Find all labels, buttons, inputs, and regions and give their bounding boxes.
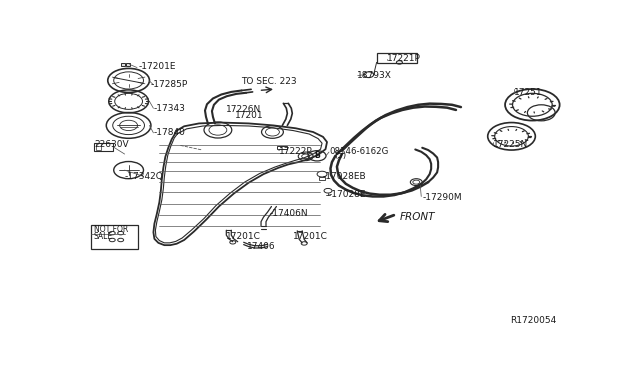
Text: 08146-6162G: 08146-6162G	[329, 147, 388, 156]
Text: 17226N: 17226N	[227, 105, 262, 115]
Text: 17406: 17406	[246, 242, 275, 251]
Text: 17201C: 17201C	[227, 232, 261, 241]
Text: B: B	[314, 151, 320, 160]
Text: TO SEC. 223: TO SEC. 223	[241, 77, 297, 86]
Text: -17290M: -17290M	[422, 193, 462, 202]
Text: FRONT: FRONT	[400, 212, 435, 221]
Text: 17201: 17201	[235, 111, 264, 120]
Text: -17028EB: -17028EB	[323, 173, 367, 182]
Text: 17251: 17251	[514, 88, 543, 97]
Text: -17285P: -17285P	[150, 80, 188, 89]
Text: -17028E: -17028E	[329, 190, 367, 199]
Text: 22630V: 22630V	[94, 140, 129, 150]
Text: R1720054: R1720054	[510, 316, 556, 325]
Text: 17222P: 17222P	[280, 147, 313, 156]
Text: -17406N: -17406N	[269, 209, 308, 218]
Text: NOT FOR: NOT FOR	[94, 225, 128, 234]
FancyBboxPatch shape	[125, 63, 129, 65]
Text: 17221P: 17221P	[387, 54, 420, 64]
Text: -17201E: -17201E	[138, 62, 176, 71]
Text: -17840: -17840	[154, 128, 186, 137]
Text: -17343: -17343	[154, 104, 186, 113]
Text: 17201C: 17201C	[293, 232, 328, 241]
Text: SALE: SALE	[94, 232, 113, 241]
Text: 18793X: 18793X	[356, 71, 392, 80]
Text: (5): (5)	[334, 151, 346, 160]
Text: -17342Q: -17342Q	[125, 173, 163, 182]
FancyBboxPatch shape	[121, 63, 125, 65]
Text: 17225N: 17225N	[493, 140, 528, 150]
